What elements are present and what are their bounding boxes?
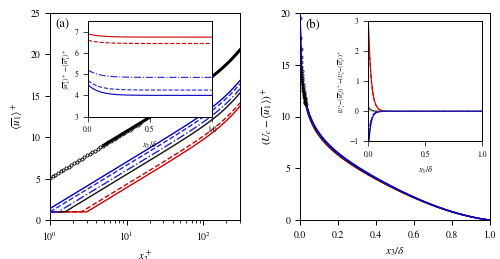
Y-axis label: $(U_c - \langle \overline{u}_1 \rangle)^+$: $(U_c - \langle \overline{u}_1 \rangle)^… [260, 88, 275, 145]
Y-axis label: $\langle \overline{u}_1 \rangle^+$: $\langle \overline{u}_1 \rangle^+$ [10, 103, 25, 130]
Text: (b): (b) [306, 19, 320, 31]
Text: (a): (a) [56, 19, 70, 31]
X-axis label: $x_3^+$: $x_3^+$ [138, 249, 152, 259]
X-axis label: $x_3/\delta$: $x_3/\delta$ [385, 245, 405, 257]
